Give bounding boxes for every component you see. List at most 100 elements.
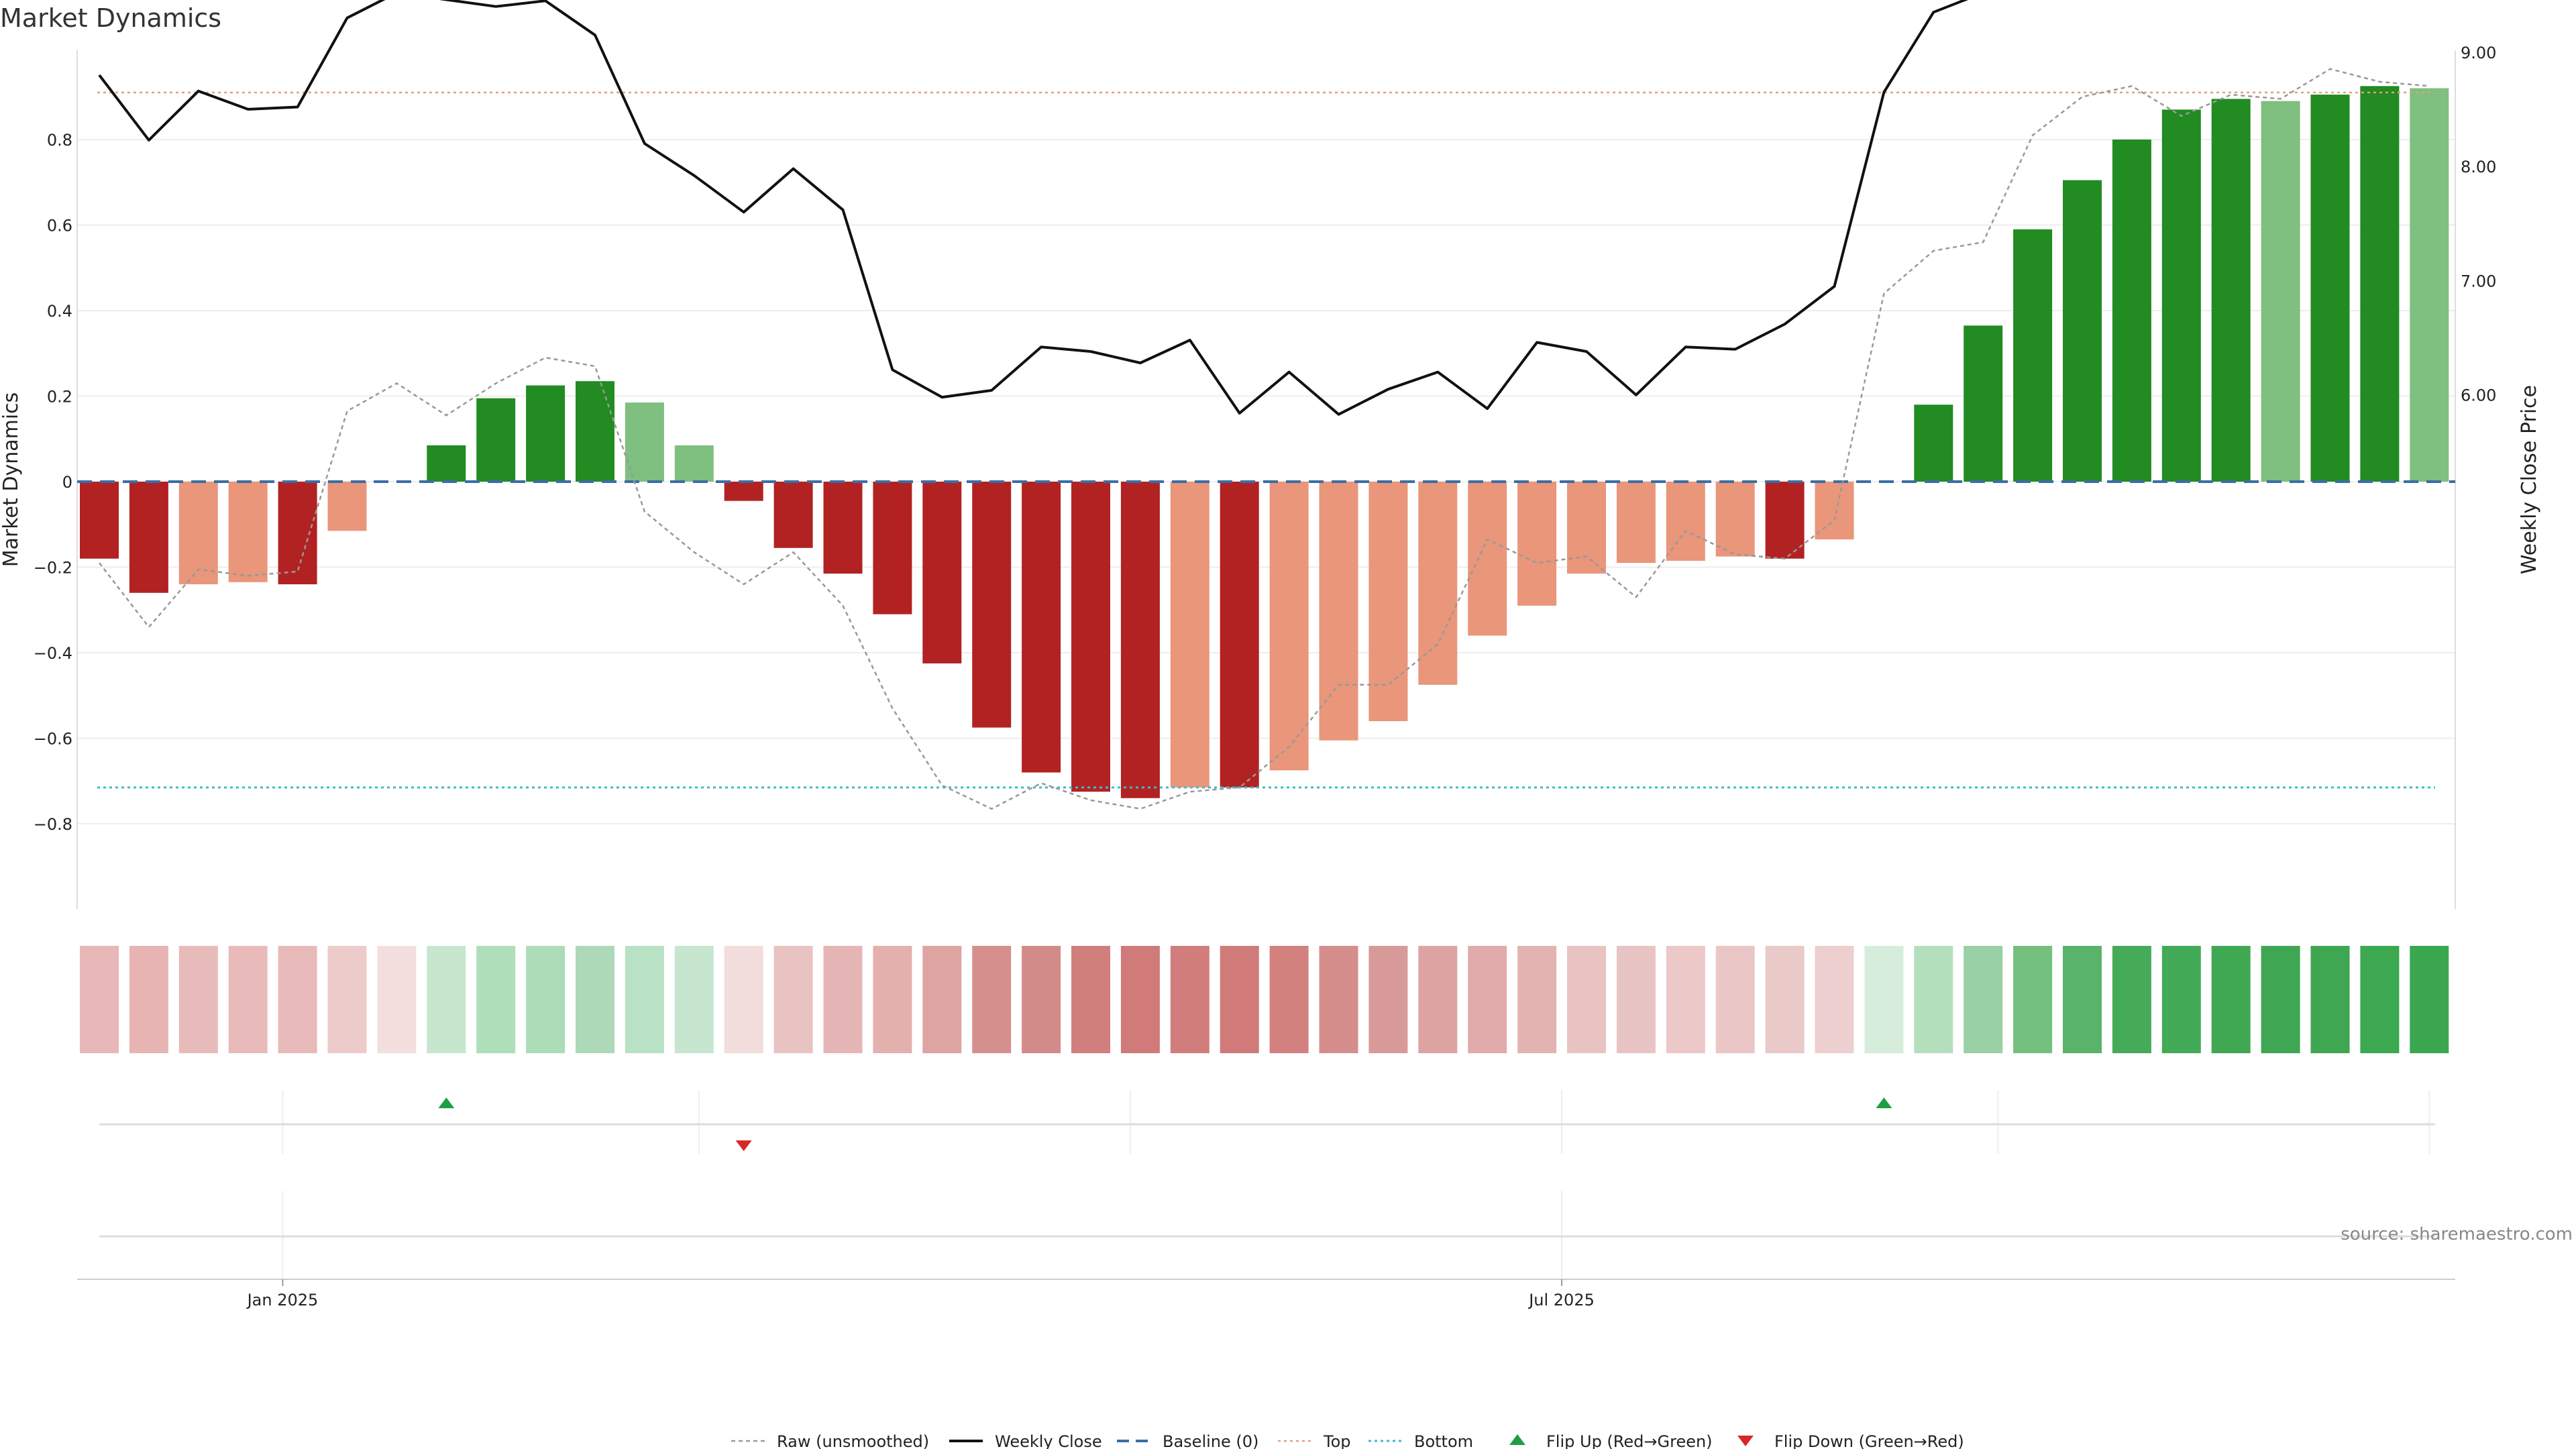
heat-cell bbox=[774, 946, 813, 1053]
lower-panel bbox=[77, 1191, 2455, 1279]
heat-cell bbox=[1368, 946, 1407, 1053]
bar bbox=[1220, 482, 1259, 788]
legend-item: Raw (unsmoothed) bbox=[731, 1432, 929, 1449]
heat-cell bbox=[1171, 946, 1210, 1053]
heat-cell bbox=[328, 946, 367, 1053]
bar bbox=[2261, 101, 2300, 482]
legend-item: Weekly Close bbox=[949, 1432, 1102, 1449]
bar bbox=[1914, 405, 1953, 482]
bar bbox=[1716, 482, 1755, 557]
bar bbox=[972, 482, 1011, 728]
legend-label: Top bbox=[1323, 1432, 1351, 1449]
heat-cell bbox=[2212, 946, 2251, 1053]
heat-cell bbox=[1517, 946, 1556, 1053]
heat-cell bbox=[2410, 946, 2449, 1053]
bar bbox=[1022, 482, 1061, 773]
heat-cell bbox=[1864, 946, 1903, 1053]
bar bbox=[576, 381, 614, 482]
legend: Raw (unsmoothed) Weekly Close Baseline (0)… bbox=[731, 1432, 1964, 1449]
heat-cell bbox=[1964, 946, 2002, 1053]
bar bbox=[526, 386, 565, 482]
bar bbox=[1368, 482, 1407, 721]
x-tick-label: Jul 2025 bbox=[1527, 1291, 1595, 1309]
heat-cell bbox=[1617, 946, 1656, 1053]
bar bbox=[675, 445, 714, 482]
bar bbox=[1815, 482, 1854, 539]
bar bbox=[1964, 325, 2002, 482]
y-tick-label: 0.2 bbox=[47, 388, 72, 407]
bar bbox=[80, 482, 119, 559]
y-tick-label: −0.8 bbox=[34, 815, 72, 834]
bar bbox=[922, 482, 961, 663]
legend-item: Flip Down (Green→Red) bbox=[1737, 1432, 1964, 1449]
heat-cell bbox=[1815, 946, 1854, 1053]
heat-cell bbox=[1270, 946, 1309, 1053]
legend-label: Raw (unsmoothed) bbox=[777, 1432, 929, 1449]
heat-cell bbox=[1418, 946, 1457, 1053]
heat-cell bbox=[1914, 946, 1953, 1053]
bar bbox=[2360, 86, 2399, 482]
y2-tick-label: 8.00 bbox=[2461, 158, 2496, 176]
heat-cell bbox=[2112, 946, 2151, 1053]
y-tick-label: −0.2 bbox=[34, 559, 72, 578]
bar bbox=[2212, 99, 2251, 482]
heat-cell bbox=[1320, 946, 1358, 1053]
bar bbox=[1468, 482, 1507, 636]
heat-cell bbox=[972, 946, 1011, 1053]
heat-cell bbox=[129, 946, 168, 1053]
heat-cell bbox=[724, 946, 763, 1053]
source-credit: source: sharemaestro.com bbox=[2341, 1224, 2573, 1244]
bar bbox=[2311, 95, 2350, 482]
bar bbox=[774, 482, 813, 548]
y2-axis-ticks: 12.0011.0010.009.008.007.006.00 bbox=[2461, 0, 2507, 405]
bar bbox=[2063, 180, 2102, 482]
heat-cell bbox=[80, 946, 119, 1053]
heat-cell bbox=[1220, 946, 1259, 1053]
y-tick-label: 0.8 bbox=[47, 131, 72, 150]
bar bbox=[2013, 229, 2052, 482]
flip-up-marker bbox=[438, 1097, 454, 1108]
bar bbox=[1567, 482, 1606, 574]
heat-cell bbox=[2013, 946, 2052, 1053]
legend-item: Flip Up (Red→Green) bbox=[1509, 1432, 1713, 1449]
heat-cell bbox=[1666, 946, 1705, 1053]
bar bbox=[129, 482, 168, 593]
heat-cell bbox=[1567, 946, 1606, 1053]
heat-cell bbox=[377, 946, 416, 1053]
bar bbox=[427, 445, 466, 482]
legend-item: Baseline (0) bbox=[1117, 1432, 1258, 1449]
bar bbox=[1766, 482, 1805, 559]
heat-cell bbox=[922, 946, 961, 1053]
x-axis-ticks: Jan 2025 Jul 2025 bbox=[246, 1279, 1595, 1309]
heat-cell bbox=[179, 946, 218, 1053]
bar bbox=[2410, 89, 2449, 482]
heat-cell bbox=[675, 946, 714, 1053]
chart-title: Market Dynamics bbox=[0, 3, 221, 33]
y-tick-label: −0.6 bbox=[34, 730, 72, 749]
flip-down-marker bbox=[736, 1140, 752, 1151]
bar bbox=[229, 482, 268, 582]
bar bbox=[2112, 140, 2151, 482]
heat-cell bbox=[625, 946, 664, 1053]
bar bbox=[2162, 109, 2201, 482]
y-tick-label: 0 bbox=[62, 473, 72, 492]
legend-swatch-flip-down bbox=[1737, 1436, 1754, 1446]
bar bbox=[724, 482, 763, 501]
heat-cell bbox=[476, 946, 515, 1053]
legend-item: Top bbox=[1278, 1432, 1351, 1449]
heat-cell bbox=[1468, 946, 1507, 1053]
y2-tick-label: 7.00 bbox=[2461, 272, 2496, 290]
y2-tick-label: 6.00 bbox=[2461, 386, 2496, 405]
y-tick-label: −0.4 bbox=[34, 644, 72, 663]
bar bbox=[824, 482, 863, 574]
y2-axis-label: Weekly Close Price bbox=[2518, 385, 2541, 574]
y2-tick-label: 9.00 bbox=[2461, 44, 2496, 62]
heat-cell bbox=[873, 946, 912, 1053]
flip-up-marker bbox=[1876, 1097, 1892, 1108]
y-tick-label: 0.4 bbox=[47, 302, 72, 321]
heat-cell bbox=[2261, 946, 2300, 1053]
bar bbox=[328, 482, 367, 531]
bar bbox=[1617, 482, 1656, 563]
heat-cell bbox=[1766, 946, 1805, 1053]
heat-cell bbox=[1716, 946, 1755, 1053]
